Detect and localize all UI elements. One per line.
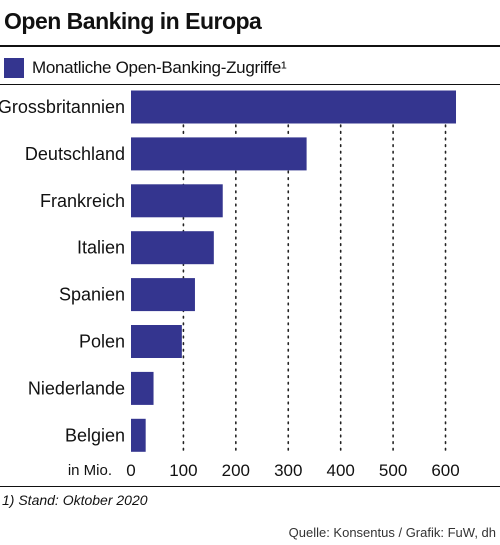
legend-rule xyxy=(0,84,500,85)
legend-swatch xyxy=(4,58,24,78)
bar-deutschland xyxy=(131,137,307,171)
x-axis-ticks: 0 100 200 300 400 500 600 in Mio. xyxy=(68,461,460,480)
category-label-spanien: Spanien xyxy=(59,285,125,305)
category-label-niederlande: Niederlande xyxy=(28,378,125,398)
bar-frankreich xyxy=(131,184,223,218)
bar-italien xyxy=(131,231,214,265)
category-label-italien: Italien xyxy=(77,238,125,258)
x-tick-label-100: 100 xyxy=(169,461,197,480)
bar-niederlande xyxy=(131,371,154,405)
x-tick-label-500: 500 xyxy=(379,461,407,480)
bottom-rule xyxy=(0,486,500,487)
x-tick-label-400: 400 xyxy=(326,461,354,480)
bar-belgien xyxy=(131,418,146,452)
category-labels: Grossbritannien Deutschland Frankreich Ital… xyxy=(0,97,125,445)
legend: Monatliche Open-Banking-Zugriffe¹ xyxy=(4,57,287,79)
category-label-belgien: Belgien xyxy=(65,425,125,445)
legend-label: Monatliche Open-Banking-Zugriffe¹ xyxy=(32,58,287,77)
x-tick-label-0: 0 xyxy=(126,461,135,480)
source-credit: Quelle: Konsentus / Grafik: FuW, dh xyxy=(288,525,496,540)
category-label-grossbritannien: Grossbritannien xyxy=(0,97,125,117)
chart-title: Open Banking in Europa xyxy=(4,8,262,34)
footnote: 1) Stand: Oktober 2020 xyxy=(2,492,148,508)
category-label-polen: Polen xyxy=(79,332,125,352)
x-tick-label-200: 200 xyxy=(222,461,250,480)
bar-polen xyxy=(131,325,182,358)
bar-spanien xyxy=(131,278,195,312)
category-label-deutschland: Deutschland xyxy=(25,144,125,164)
top-rule xyxy=(0,45,500,47)
bars xyxy=(131,90,457,452)
x-tick-label-300: 300 xyxy=(274,461,302,480)
x-axis-unit-label: in Mio. xyxy=(68,462,112,479)
bar-grossbritannien xyxy=(131,90,457,124)
x-tick-label-600: 600 xyxy=(431,461,459,480)
category-label-frankreich: Frankreich xyxy=(40,191,125,211)
